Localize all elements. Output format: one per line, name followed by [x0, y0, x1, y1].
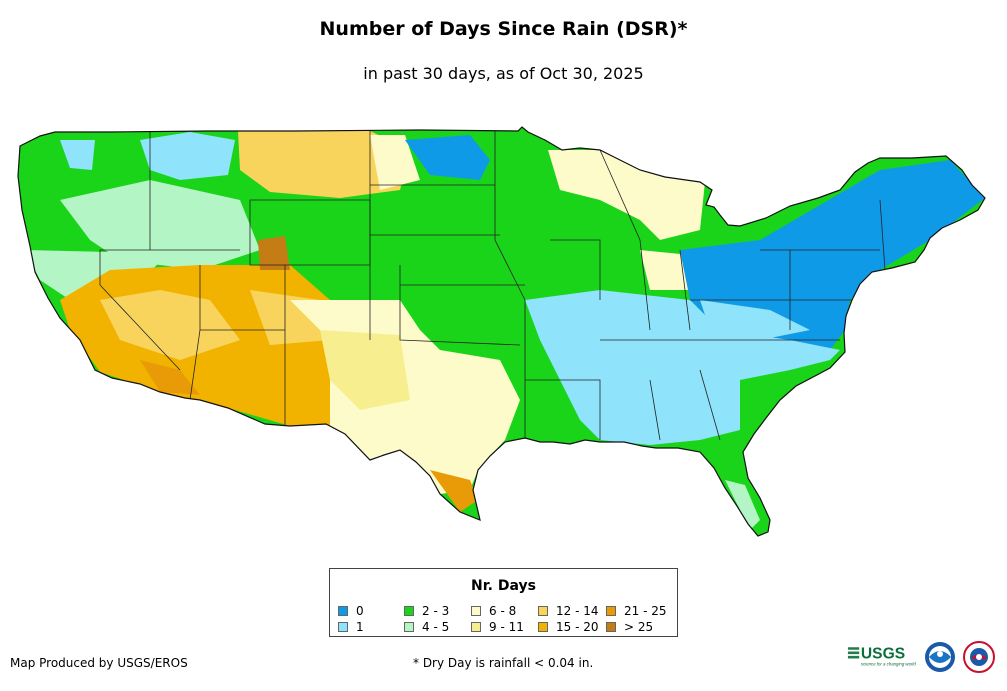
legend-label: 12 - 14	[556, 604, 599, 618]
legend-item: 9 - 11	[471, 621, 524, 633]
legend-item: 4 - 5	[404, 621, 449, 633]
legend-item: 0	[338, 605, 364, 617]
legend-label: > 25	[624, 620, 654, 634]
legend-swatch	[471, 622, 481, 632]
legend-item: 12 - 14	[538, 605, 599, 617]
legend-swatch	[471, 606, 481, 616]
legend-item: 15 - 20	[538, 621, 599, 633]
us-dsr-map	[17, 126, 986, 537]
legend-swatch	[404, 622, 414, 632]
legend-item: 21 - 25	[606, 605, 667, 617]
legend-label: 2 - 3	[422, 604, 450, 618]
map-subtitle: in past 30 days, as of Oct 30, 2025	[363, 64, 644, 83]
usgs-wordmark: USGS	[861, 645, 905, 662]
legend-item: > 25	[606, 621, 653, 633]
noaa-logo	[925, 642, 955, 672]
legend: Nr. Days 0 1 2 - 3 4 - 5 6 - 8 9 - 11 12…	[329, 568, 678, 637]
legend-label: 4 - 5	[422, 620, 450, 634]
dry-day-footnote: * Dry Day is rainfall < 0.04 in.	[413, 656, 594, 670]
legend-swatch	[404, 606, 414, 616]
usgs-logo: USGS science for a changing world	[847, 645, 916, 666]
legend-label: 1	[356, 620, 364, 634]
map-title: Number of Days Since Rain (DSR)*	[319, 18, 688, 40]
legend-swatch	[606, 622, 616, 632]
legend-swatch	[606, 606, 616, 616]
legend-label: 21 - 25	[624, 604, 667, 618]
legend-label: 6 - 8	[489, 604, 517, 618]
legend-title: Nr. Days	[471, 578, 536, 594]
legend-label: 9 - 11	[489, 620, 524, 634]
legend-label: 0	[356, 604, 364, 618]
map-credit: Map Produced by USGS/EROS	[10, 656, 188, 670]
legend-swatch	[538, 606, 548, 616]
legend-item: 2 - 3	[404, 605, 449, 617]
nws-logo	[963, 641, 995, 673]
legend-item: 6 - 8	[471, 605, 516, 617]
legend-swatch	[538, 622, 548, 632]
legend-label: 15 - 20	[556, 620, 599, 634]
legend-swatch	[338, 606, 348, 616]
usgs-tagline: science for a changing world	[861, 661, 916, 666]
legend-swatch	[338, 622, 348, 632]
legend-item: 1	[338, 621, 364, 633]
